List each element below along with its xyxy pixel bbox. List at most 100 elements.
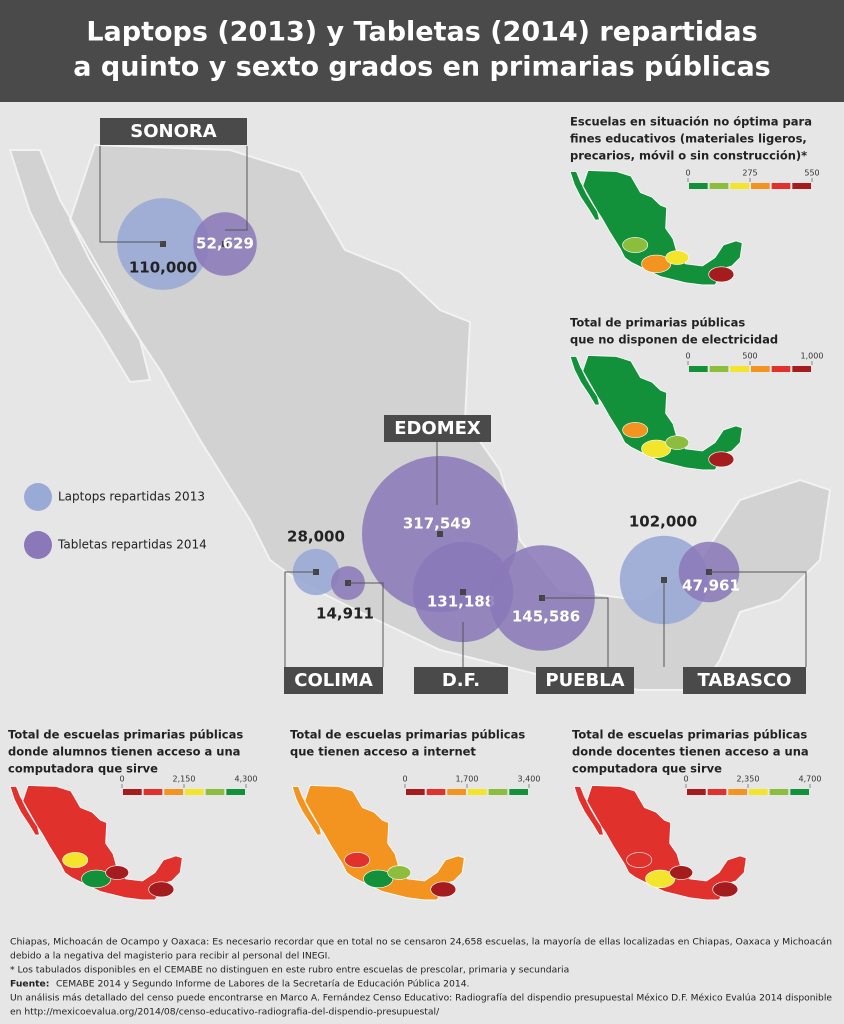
state-box bbox=[284, 667, 383, 694]
map-region bbox=[645, 869, 676, 889]
bubble-label: 14,911 bbox=[316, 605, 374, 623]
scale-label: 0 bbox=[683, 775, 688, 784]
scale-swatch bbox=[426, 789, 446, 795]
scale-label: 4,700 bbox=[799, 775, 822, 784]
scale-swatch bbox=[447, 789, 466, 795]
scale-swatch bbox=[707, 789, 727, 795]
title: Laptops (2013) y Tabletas (2014) reparti… bbox=[86, 17, 757, 48]
map-region bbox=[622, 237, 649, 253]
anchor-dot bbox=[460, 589, 466, 595]
state-box bbox=[100, 118, 247, 145]
map-region bbox=[708, 451, 735, 468]
scale-swatch bbox=[226, 789, 245, 795]
source: CEMABE 2014 y Segundo Informe de Labores… bbox=[56, 979, 469, 990]
scale-swatch bbox=[689, 183, 708, 189]
bubble-label: 102,000 bbox=[629, 513, 697, 531]
scale-swatch bbox=[769, 789, 789, 795]
map-title: Total de primarias públicas bbox=[570, 316, 745, 330]
footnote: * Los tabulados disponibles en el CEMABE… bbox=[10, 965, 569, 976]
map-region bbox=[669, 865, 694, 880]
map-title: fines educativos (materiales ligeros, bbox=[570, 132, 807, 146]
scale-swatch bbox=[205, 789, 225, 795]
map-region bbox=[81, 869, 112, 889]
state-box bbox=[414, 667, 508, 694]
scale-label: 0 bbox=[119, 775, 124, 784]
map-region bbox=[712, 881, 739, 898]
state-box bbox=[536, 667, 634, 694]
map-title: Total de escuelas primarias públicas bbox=[572, 728, 807, 742]
map-region bbox=[626, 852, 653, 868]
scale-swatch bbox=[792, 183, 811, 189]
scale-swatch bbox=[687, 789, 706, 795]
scale-swatch bbox=[790, 789, 809, 795]
bubble-label: 131,188 bbox=[427, 593, 495, 611]
state-name: D.F. bbox=[442, 670, 480, 691]
map-title: que tienen acceso a internet bbox=[290, 745, 476, 759]
legend-label: Tabletas repartidas 2014 bbox=[57, 538, 207, 552]
bubble-label: 52,629 bbox=[196, 235, 254, 253]
scale-label: 0 bbox=[685, 352, 690, 361]
scale-label: 550 bbox=[804, 169, 819, 178]
map-region bbox=[641, 254, 672, 274]
scale-swatch bbox=[488, 789, 508, 795]
title: a quinto y sexto grados en primarias púb… bbox=[73, 52, 771, 83]
map-title: Total de escuelas primarias públicas bbox=[290, 728, 525, 742]
small-map bbox=[9, 785, 183, 901]
connectors bbox=[99, 146, 807, 667]
state-name: PUEBLA bbox=[545, 670, 624, 691]
scale-label: 2,350 bbox=[737, 775, 760, 784]
bubble-label: 110,000 bbox=[129, 259, 197, 277]
state-name: COLIMA bbox=[294, 670, 373, 691]
scale-label: 1,000 bbox=[801, 352, 824, 361]
bubble-label: 145,586 bbox=[512, 608, 580, 626]
state-box bbox=[384, 415, 491, 442]
map-region bbox=[105, 865, 130, 880]
map-region bbox=[708, 266, 735, 283]
small-map bbox=[569, 355, 743, 471]
scale-swatch bbox=[468, 789, 487, 795]
header-bar bbox=[0, 0, 844, 102]
scale-swatch bbox=[709, 366, 729, 372]
map-region bbox=[665, 435, 690, 450]
map-title: computadora que sirve bbox=[8, 762, 158, 776]
map-region bbox=[665, 250, 690, 265]
map-title: computadora que sirve bbox=[572, 762, 722, 776]
map-title: que no disponen de electricidad bbox=[570, 333, 778, 347]
small-map bbox=[291, 785, 465, 901]
legend-label: Laptops repartidas 2013 bbox=[58, 490, 205, 504]
small-map bbox=[573, 785, 747, 901]
scale-label: 4,300 bbox=[235, 775, 258, 784]
map-title: precarios, móvil o sin construcción)* bbox=[570, 149, 807, 163]
anchor-dot bbox=[160, 241, 166, 247]
map-region bbox=[148, 881, 175, 898]
small-map bbox=[569, 170, 743, 286]
scale-swatch bbox=[689, 366, 708, 372]
map-region bbox=[641, 439, 672, 459]
scale-swatch bbox=[751, 183, 770, 189]
scale-swatch bbox=[792, 366, 811, 372]
scale-swatch bbox=[730, 183, 749, 189]
legend-swatch bbox=[24, 531, 52, 559]
map-region bbox=[622, 422, 649, 438]
scale-swatch bbox=[730, 366, 749, 372]
map-title: Escuelas en situación no óptima para bbox=[570, 115, 812, 129]
state-name: SONORA bbox=[130, 121, 216, 142]
scale-label: 275 bbox=[742, 169, 757, 178]
bubble-label: 28,000 bbox=[287, 528, 345, 546]
anchor-dot bbox=[222, 241, 228, 247]
state-name: TABASCO bbox=[698, 670, 792, 691]
scale-swatch bbox=[709, 183, 729, 189]
state-box bbox=[683, 667, 806, 694]
map-region bbox=[62, 852, 89, 868]
footnote: Un análisis más detallado del censo pued… bbox=[10, 993, 832, 1004]
scale-label: 500 bbox=[742, 352, 757, 361]
bubble-label: 47,961 bbox=[682, 577, 740, 595]
scale-swatch bbox=[123, 789, 142, 795]
scale-swatch bbox=[728, 789, 747, 795]
map-region bbox=[363, 869, 394, 889]
scale-label: 2,150 bbox=[173, 775, 196, 784]
scale-swatch bbox=[406, 789, 425, 795]
scale-swatch bbox=[771, 183, 791, 189]
scale-swatch bbox=[143, 789, 163, 795]
